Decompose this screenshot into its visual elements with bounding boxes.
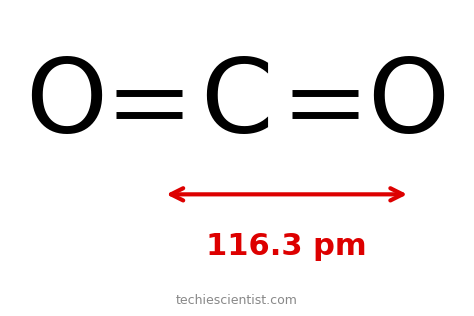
Text: 116.3 pm: 116.3 pm (207, 232, 367, 261)
Text: C: C (201, 54, 273, 155)
Text: techiescientist.com: techiescientist.com (176, 294, 298, 307)
Text: O: O (367, 54, 448, 155)
Text: O: O (26, 54, 107, 155)
